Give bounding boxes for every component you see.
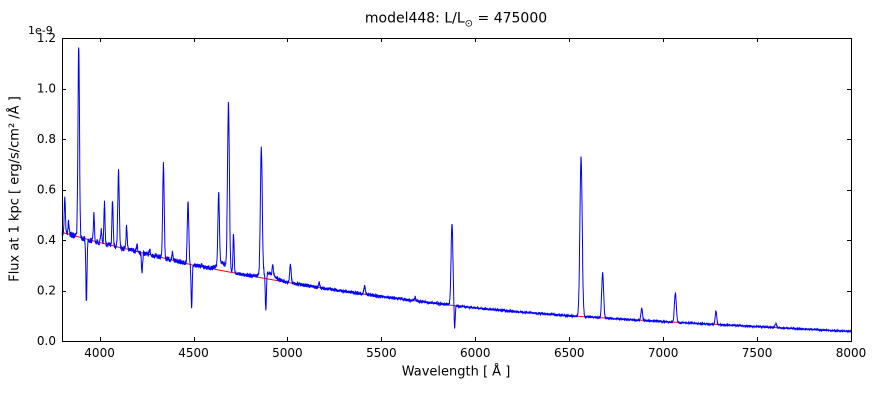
- y-tick-label: 1.2: [37, 31, 56, 45]
- x-tick-label: 5000: [272, 346, 303, 360]
- y-tick-label: 0.2: [37, 284, 56, 298]
- chart-title: model448: L/L⊙ = 475000: [365, 11, 547, 30]
- y-tick-label: 0.6: [37, 183, 56, 197]
- continuum-line: [61, 231, 852, 332]
- axes-frame: [62, 38, 852, 342]
- x-tick-label: 6000: [460, 346, 491, 360]
- x-tick-label: 4000: [84, 346, 115, 360]
- x-tick-label: 8000: [836, 346, 867, 360]
- y-tick-label: 0.4: [37, 233, 56, 247]
- y-axis-offset-label: 1e-9: [28, 24, 53, 37]
- x-tick-label: 5500: [366, 346, 397, 360]
- chart-title-prefix: model448: L/L: [364, 10, 465, 27]
- x-tick-label: 7500: [742, 346, 773, 360]
- spectrum-line: [61, 47, 852, 334]
- x-tick-label: 6500: [554, 346, 585, 360]
- x-tick-label: 4500: [178, 346, 209, 360]
- sun-symbol: ⊙: [464, 18, 474, 30]
- y-tick-label: 0.8: [37, 132, 56, 146]
- y-tick-label: 0.0: [37, 334, 56, 348]
- chart-title-suffix: = 475000: [473, 10, 548, 27]
- y-tick-label: 1.0: [37, 82, 56, 96]
- x-axis-label: Wavelength [ Å ]: [401, 364, 511, 380]
- y-axis-label: Flux at 1 kpc [ erg/s/cm² /Å ]: [7, 96, 23, 282]
- x-tick-label: 7000: [648, 346, 679, 360]
